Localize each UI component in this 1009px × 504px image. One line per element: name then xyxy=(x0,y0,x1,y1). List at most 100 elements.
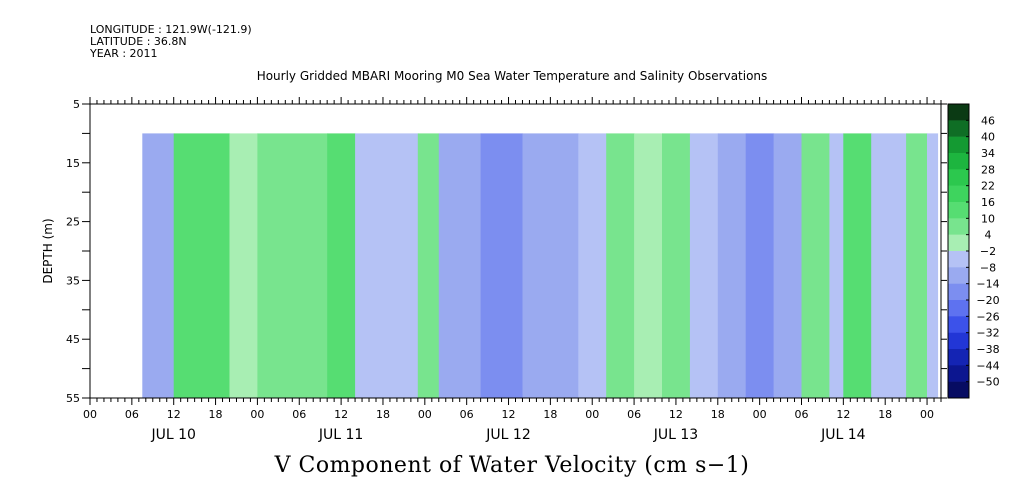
heatmap-cell xyxy=(829,133,844,398)
colorbar-label: −38 xyxy=(976,343,999,356)
colorbar-swatch xyxy=(948,153,969,170)
chart-caption: V Component of Water Velocity (cm s−1) xyxy=(274,453,750,478)
x-tick-label: 12 xyxy=(167,408,181,421)
heatmap-cell xyxy=(480,133,524,398)
heatmap-cell xyxy=(773,133,803,398)
colorbar-swatch xyxy=(948,120,969,137)
colorbar-label: 40 xyxy=(981,131,995,144)
y-tick-label: 15 xyxy=(66,157,80,170)
colorbar-label: −14 xyxy=(976,278,999,291)
x-tick-label: 06 xyxy=(292,408,306,421)
y-tick-label: 35 xyxy=(66,274,80,287)
x-tick-label: 12 xyxy=(669,408,683,421)
heatmap-cell xyxy=(229,133,258,398)
colorbar-swatch xyxy=(948,202,969,219)
heatmap-cell xyxy=(578,133,607,398)
colorbar-swatch xyxy=(948,300,969,317)
heatmap-cell xyxy=(717,133,747,398)
x-day-label: JUL 13 xyxy=(653,427,698,443)
colorbar: 46 40 34 28 22 16 10 4 −2 −8 −14 −20 −26 −32 −38 −44 −50 xyxy=(947,103,1000,399)
x-tick-label: 18 xyxy=(878,408,892,421)
colorbar-swatch xyxy=(948,316,969,333)
heatmap-cell xyxy=(173,133,231,398)
year-label: YEAR : 2011 xyxy=(90,47,158,60)
heatmap-cell xyxy=(606,133,635,398)
heatmap-cell xyxy=(906,133,928,398)
colorbar-label: 28 xyxy=(981,163,995,176)
x-tick-label: 12 xyxy=(836,408,850,421)
x-day-label: JUL 11 xyxy=(318,427,363,443)
latitude-label: LATITUDE : 36.8N xyxy=(90,35,187,48)
colorbar-label: −26 xyxy=(976,310,999,323)
y-tick-label: 5 xyxy=(73,98,80,111)
x-tick-label: 00 xyxy=(418,408,432,421)
colorbar-swatch xyxy=(948,251,969,268)
colorbar-label: 16 xyxy=(981,196,995,209)
colorbar-label: −8 xyxy=(980,261,996,274)
heatmap-cell xyxy=(257,133,328,398)
x-day-label: JUL 14 xyxy=(820,427,866,443)
heatmap-cell xyxy=(745,133,775,398)
x-day-label: JUL 10 xyxy=(150,427,195,443)
heatmap-cell xyxy=(871,133,907,398)
x-tick-label: 12 xyxy=(502,408,516,421)
colorbar-label: −32 xyxy=(976,327,999,340)
x-tick-label: 06 xyxy=(794,408,808,421)
colorbar-label: 22 xyxy=(981,180,995,193)
heatmap-cell xyxy=(634,133,663,398)
x-tick-label: 00 xyxy=(250,408,264,421)
colorbar-swatch xyxy=(948,234,969,252)
y-axis-label: DEPTH (m) xyxy=(41,218,55,283)
colorbar-label: 34 xyxy=(981,147,995,160)
colorbar-label: −50 xyxy=(976,376,999,389)
colorbar-swatch xyxy=(948,365,969,382)
colorbar-swatch xyxy=(948,267,969,284)
x-tick-label: 06 xyxy=(460,408,474,421)
x-axis: 00 06 12 18 00 06 12 18 00 06 12 18 00 06 12 18 00 06 12 18… xyxy=(83,97,942,443)
x-tick-label: 18 xyxy=(543,408,557,421)
x-tick-label: 00 xyxy=(920,408,934,421)
heatmap-cells xyxy=(142,133,939,398)
colorbar-label: −44 xyxy=(976,359,999,372)
x-tick-label: 06 xyxy=(627,408,641,421)
heatmap-cell xyxy=(142,133,175,398)
x-tick-label: 18 xyxy=(209,408,223,421)
x-tick-label: 06 xyxy=(125,408,139,421)
longitude-label: LONGITUDE : 121.9W(-121.9) xyxy=(90,23,252,36)
colorbar-label: −20 xyxy=(976,294,999,307)
colorbar-swatch xyxy=(948,169,969,186)
colorbar-label: 4 xyxy=(985,229,992,242)
colorbar-swatch xyxy=(948,185,969,203)
x-tick-label: 00 xyxy=(753,408,767,421)
x-tick-label: 00 xyxy=(83,408,97,421)
heatmap-cell xyxy=(689,133,719,398)
y-axis: 5 15 25 35 45 55 xyxy=(66,98,947,405)
heatmap-cell xyxy=(522,133,579,398)
y-tick-label: 25 xyxy=(66,216,80,229)
y-tick-label: 45 xyxy=(66,333,80,346)
heatmap-cell xyxy=(327,133,356,398)
colorbar-label: 10 xyxy=(981,212,995,225)
colorbar-swatch xyxy=(948,349,969,366)
colorbar-swatch xyxy=(948,381,969,399)
x-day-label: JUL 12 xyxy=(485,427,530,443)
colorbar-label: 46 xyxy=(981,114,995,127)
heatmap-cell xyxy=(927,133,939,398)
heatmap-cell xyxy=(417,133,440,398)
colorbar-swatch xyxy=(948,136,969,154)
y-tick-label: 55 xyxy=(66,392,80,405)
x-tick-label: 12 xyxy=(334,408,348,421)
colorbar-swatch xyxy=(948,104,969,121)
x-tick-label: 00 xyxy=(585,408,599,421)
x-tick-label: 18 xyxy=(376,408,390,421)
colorbar-swatch xyxy=(948,332,969,350)
x-tick-label: 18 xyxy=(711,408,725,421)
heatmap-cell xyxy=(355,133,419,398)
heatmap-cell xyxy=(438,133,482,398)
colorbar-swatch xyxy=(948,283,969,301)
heatmap-cell xyxy=(843,133,872,398)
colorbar-label: −2 xyxy=(980,245,996,258)
heatmap-cell xyxy=(662,133,691,398)
colorbar-swatch xyxy=(948,218,969,235)
